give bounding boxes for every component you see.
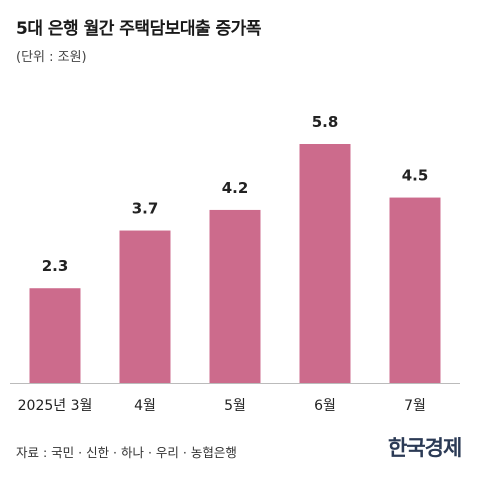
publisher-logo: 한국경제	[388, 435, 462, 460]
category-label-1: 2025년 3월	[18, 398, 93, 414]
bar-3	[209, 209, 261, 383]
value-label-5: 4.5	[402, 167, 429, 185]
bars-group	[29, 144, 441, 383]
category-label-4: 6월	[314, 398, 336, 414]
value-label-4: 5.8	[312, 113, 339, 131]
category-labels-group: 2025년 3월 4월 5월 6월 7월	[18, 398, 426, 414]
value-labels-group: 2.3 3.7 4.2 5.8 4.5	[42, 113, 429, 275]
category-label-2: 4월	[134, 398, 156, 414]
source-note: 자료 : 국민 · 신한 · 하나 · 우리 · 농협은행	[16, 445, 237, 460]
bar-1	[29, 288, 81, 383]
bar-4	[299, 144, 351, 383]
value-label-3: 4.2	[222, 179, 249, 197]
unit-label: (단위 : 조원)	[16, 50, 87, 65]
bar-5	[389, 197, 441, 383]
bar-2	[119, 230, 171, 383]
value-label-1: 2.3	[42, 257, 69, 275]
chart-title: 5대 은행 월간 주택담보대출 증가폭	[16, 19, 261, 39]
value-label-2: 3.7	[132, 200, 159, 218]
category-label-5: 7월	[404, 398, 426, 414]
category-label-3: 5월	[224, 398, 246, 414]
